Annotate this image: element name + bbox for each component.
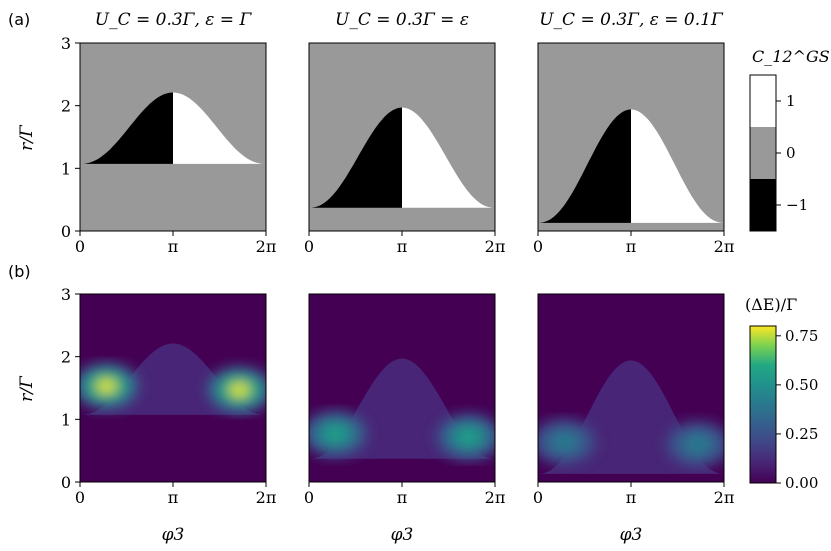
panel-b-2: 0 π 2π [304, 293, 506, 507]
axes-frame [537, 42, 725, 232]
negative-region [538, 109, 631, 223]
x-axis-label-2: φ3 [391, 525, 414, 545]
panel-a-1: 0 π 2π 0 1 2 3 [61, 34, 277, 256]
negative-region [80, 92, 173, 164]
colorbar-tick-label: −1 [786, 196, 808, 214]
x-tick-label: 2π [485, 488, 506, 507]
x-tick-label: π [397, 488, 408, 507]
panel-label-a: (a) [8, 10, 30, 29]
y-tick-label: 0 [61, 222, 71, 241]
title-col-2: U_C = 0.3Γ = ε [335, 10, 469, 30]
x-axis-label-1: φ3 [162, 525, 185, 545]
y-tick-label: 0 [61, 473, 71, 492]
title-col-3: U_C = 0.3Γ, ε = 0.1Γ [539, 10, 724, 30]
x-tick-label: 0 [75, 237, 85, 256]
x-tick-label: π [626, 488, 637, 507]
positive-region [402, 107, 495, 208]
y-tick-label: 2 [61, 348, 71, 367]
colorbar-label-b: (ΔE)/Γ [745, 295, 797, 314]
colorbar-b: 0.00 0.25 0.50 0.75 [749, 325, 818, 492]
axes-frame [308, 42, 496, 232]
panel-label-b: (b) [8, 262, 31, 281]
gap-maximum [230, 383, 249, 397]
x-tick-label: π [168, 237, 179, 256]
gap-maximum [688, 437, 707, 451]
x-tick-label: 2π [714, 237, 735, 256]
gap-maximum [326, 427, 345, 441]
gap-maximum [459, 430, 478, 444]
axes-frame [79, 42, 267, 232]
title-col-1: U_C = 0.3Γ, ε = Γ [95, 10, 253, 30]
axes-frame [308, 293, 496, 483]
colorbar-segment [750, 127, 776, 179]
axes-frame [79, 293, 267, 483]
colorbar-gradient [749, 325, 777, 484]
panel-a-3: 0 π 2π [533, 42, 735, 256]
colorbar-tick-label: 0.75 [785, 327, 818, 345]
panel-a-2: 0 π 2π [304, 42, 506, 256]
x-tick-label: 0 [304, 237, 314, 256]
positive-region [631, 109, 724, 223]
x-tick-label: 2π [485, 237, 506, 256]
colorbar-tick-label: 0 [786, 144, 796, 162]
colorbar-tick-label: 1 [786, 92, 796, 110]
colorbar-frame [749, 74, 777, 232]
x-tick-label: 2π [256, 488, 277, 507]
x-tick-label: π [168, 488, 179, 507]
y-tick-label: 2 [61, 97, 71, 116]
panel-b-3: 0 π 2π [533, 293, 735, 507]
colorbar-tick-label: 0.50 [785, 376, 818, 394]
x-tick-label: 2π [714, 488, 735, 507]
positive-region [173, 92, 266, 164]
x-tick-label: 0 [304, 488, 314, 507]
colorbar-tick-label: 0.00 [785, 474, 818, 492]
y-tick-label: 3 [61, 34, 71, 53]
x-axis-label-3: φ3 [620, 525, 643, 545]
y-tick-label: 3 [61, 285, 71, 304]
axes-frame [537, 293, 725, 483]
y-axis-label-b: r/Γ [17, 375, 37, 402]
x-tick-label: 2π [256, 237, 277, 256]
x-tick-label: 0 [533, 237, 543, 256]
colorbar-segment [750, 75, 776, 127]
x-tick-label: 0 [75, 488, 85, 507]
colorbar-a: −1 0 1 [749, 74, 808, 232]
panel-b-1: 0 π 2π 0 1 2 3 [61, 285, 277, 507]
colorbar-tick-label: 0.25 [785, 425, 818, 443]
x-tick-label: π [397, 237, 408, 256]
negative-region [309, 107, 402, 208]
y-axis-label-a: r/Γ [17, 124, 37, 151]
x-tick-label: π [626, 237, 637, 256]
x-tick-label: 0 [533, 488, 543, 507]
gap-maximum [555, 435, 574, 449]
y-tick-label: 1 [61, 410, 71, 429]
gap-maximum [97, 379, 116, 393]
colorbar-label-a: C_12^GS [752, 47, 830, 66]
colorbar-segment [750, 179, 776, 231]
y-tick-label: 1 [61, 159, 71, 178]
